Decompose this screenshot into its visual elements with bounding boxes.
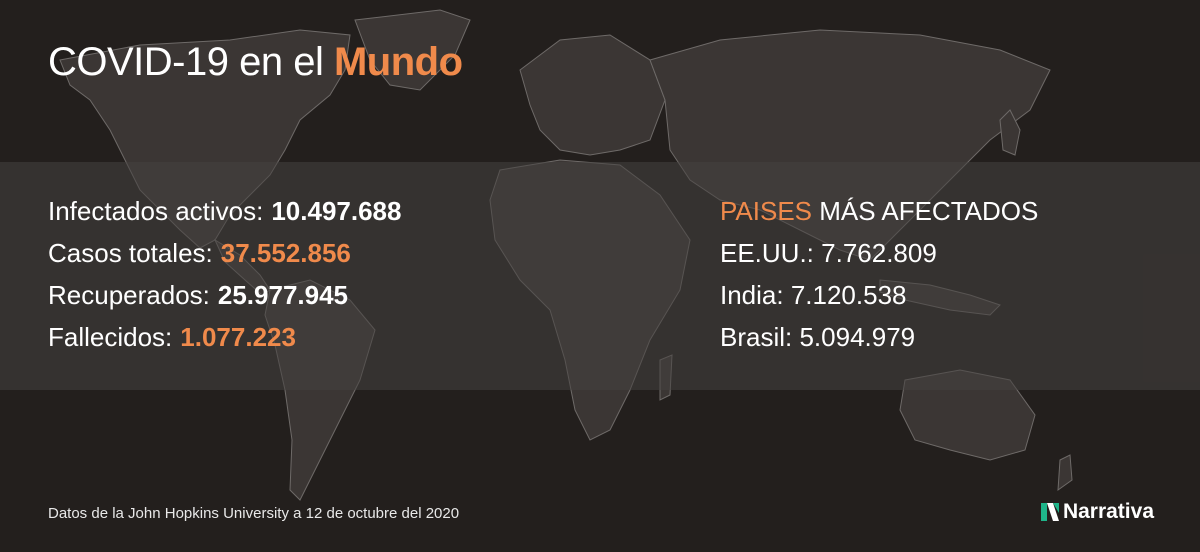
- greenland-landmass: [354, 9, 471, 91]
- country-row: EE.UU.: 7.762.809: [720, 238, 937, 268]
- stat-value: 37.552.856: [220, 238, 351, 268]
- stat-value: 1.077.223: [180, 322, 296, 352]
- stat-row: Infectados activos: 10.497.688: [48, 193, 401, 235]
- most-affected-list: PAISES MÁS AFECTADOS EE.UU.: 7.762.809 I…: [720, 193, 1038, 361]
- stat-label: Infectados activos:: [48, 196, 264, 226]
- country-row: Brasil: 5.094.979: [720, 322, 916, 352]
- page-title: COVID-19 en el Mundo: [48, 38, 463, 86]
- brand-logo: Narrativa: [1039, 500, 1154, 524]
- stat-row: Fallecidos: 1.077.223: [48, 319, 401, 361]
- heading-accent: PAISES: [720, 196, 813, 226]
- brand-name: Narrativa: [1062, 500, 1154, 523]
- source-note: Datos de la John Hopkins University a 12…: [48, 505, 460, 522]
- heading-rest: MÁS AFECTADOS: [812, 196, 1039, 226]
- country-row: India: 7.120.538: [720, 280, 907, 310]
- stat-value: 25.977.945: [217, 280, 349, 310]
- stat-row: Casos totales: 37.552.856: [48, 235, 401, 277]
- narrativa-logo-icon: [1040, 503, 1059, 521]
- stat-label: Casos totales:: [48, 238, 213, 268]
- stat-row: Recuperados: 25.977.945: [48, 277, 401, 319]
- most-affected-heading: PAISES MÁS AFECTADOS: [720, 193, 1038, 235]
- stat-value: 10.497.688: [271, 196, 402, 226]
- stat-label: Recuperados:: [48, 280, 210, 310]
- stat-label: Fallecidos:: [48, 322, 173, 352]
- europe-landmass: [519, 34, 666, 156]
- title-prefix: COVID-19 en el: [48, 40, 334, 84]
- global-stats: Infectados activos: 10.497.688 Casos total…: [48, 193, 401, 361]
- title-accent: Mundo: [333, 40, 463, 84]
- new-zealand-landmass: [1057, 454, 1073, 492]
- stats-band: [0, 162, 1200, 390]
- japan-landmass: [999, 109, 1021, 156]
